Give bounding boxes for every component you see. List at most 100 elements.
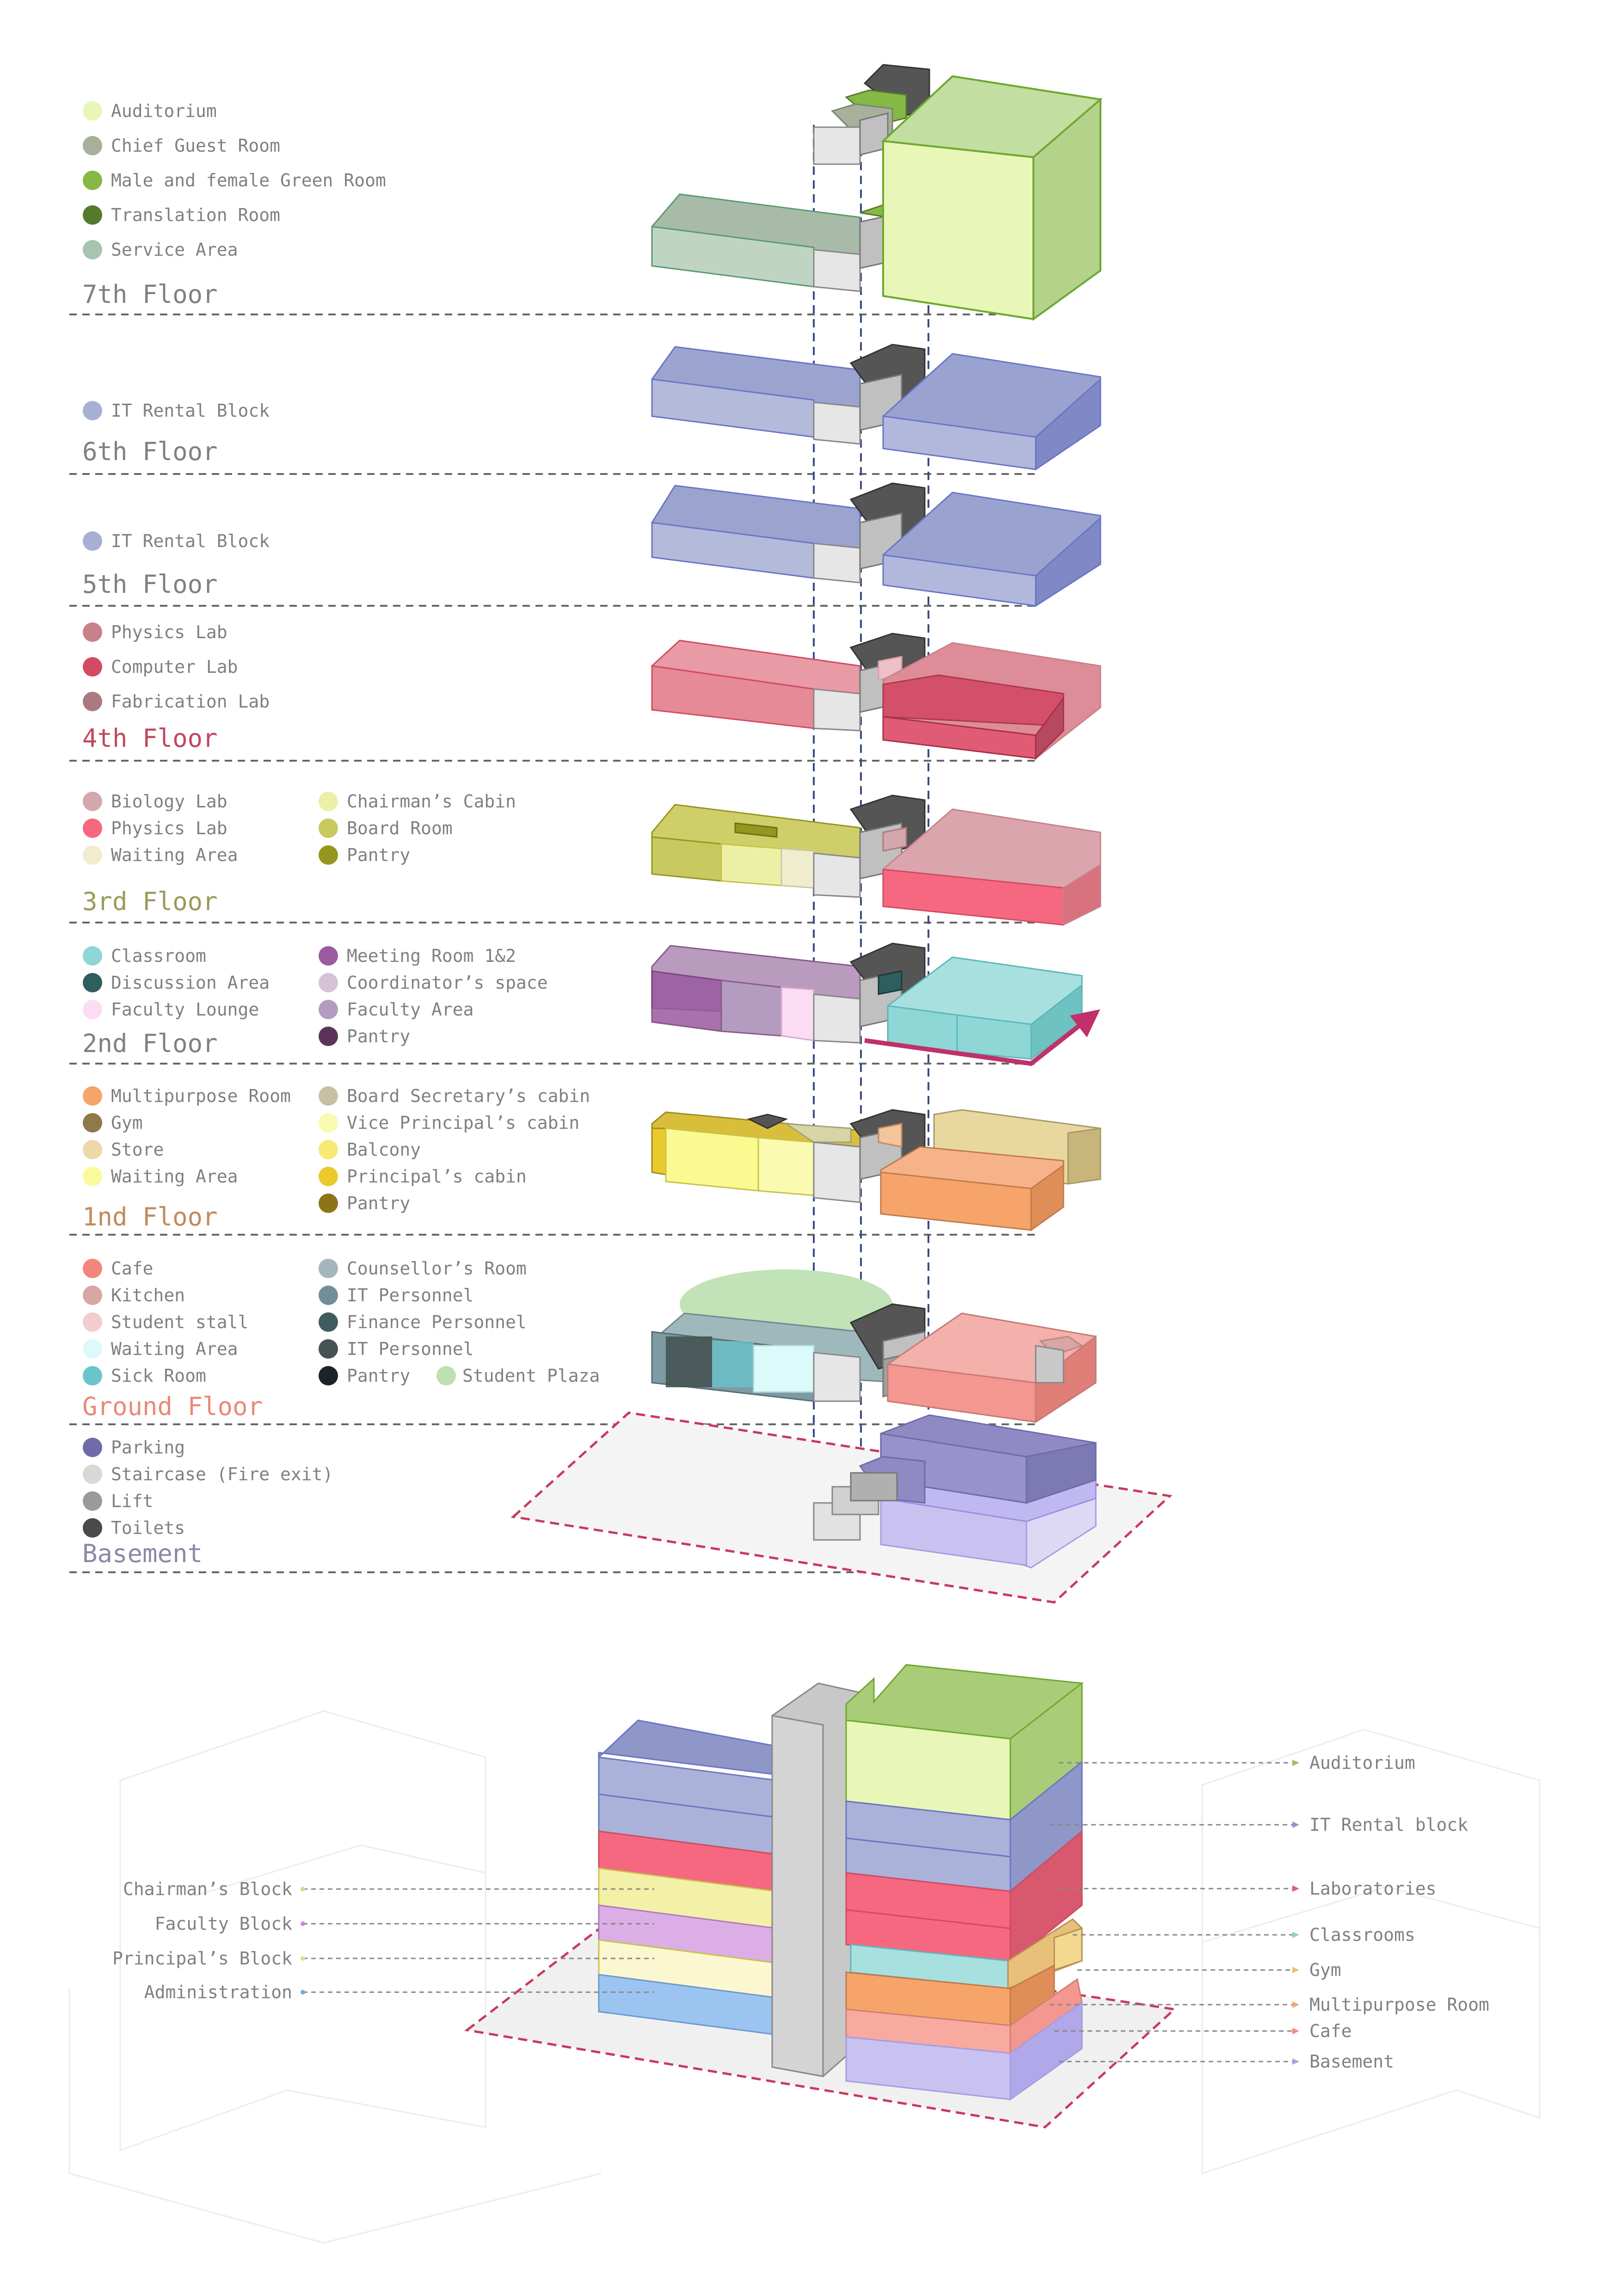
legend-swatch (319, 973, 338, 992)
legend-label: Toilets (111, 1518, 185, 1538)
legend-swatch (83, 1339, 102, 1359)
legend-swatch (83, 205, 102, 225)
floor-title: Ground Floor (82, 1392, 263, 1421)
callout-label: Chairman’s Block (123, 1879, 292, 1899)
legend-label: Store (111, 1139, 164, 1160)
legend-swatch (319, 946, 338, 966)
legend-label: Student Plaza (462, 1366, 600, 1386)
legend-label: Pantry (347, 845, 410, 865)
callout-right: Multipurpose Room (1050, 1994, 1489, 2015)
callout-label: Gym (1309, 1960, 1341, 1980)
callout-label: Multipurpose Room (1309, 1994, 1489, 2015)
legend-second: Classroom Discussion Area Faculty Lounge Me… (82, 946, 548, 1058)
first-floor-volumes (651, 1109, 1101, 1231)
legend-label: Counsellor’s Room (347, 1258, 527, 1279)
legend-label: Fabrication Lab (111, 691, 270, 712)
legend-label: Pantry (347, 1366, 410, 1386)
legend-swatch (83, 1167, 102, 1186)
legend-label: Faculty Lounge (111, 999, 259, 1020)
fourth-floor-volumes (651, 633, 1101, 760)
legend-label: Discussion Area (111, 973, 270, 993)
floor-separator-lines (69, 314, 1077, 1573)
callout-label: Laboratories (1309, 1878, 1437, 1899)
legend-swatch (83, 1259, 102, 1278)
legend-swatch (319, 1312, 338, 1332)
legend-swatch (319, 1259, 338, 1278)
legend-label: Gym (111, 1113, 143, 1133)
legend-label: Biology Lab (111, 791, 227, 812)
legend-swatch (83, 1000, 102, 1019)
legend-label: Staircase (Fire exit) (111, 1464, 333, 1484)
legend-label: Physics Lab (111, 818, 227, 838)
legend-label: Student stall (111, 1312, 248, 1332)
legend-first: Multipurpose Room Gym Store Waiting Area Boa… (82, 1086, 590, 1231)
callout-label: Administration (144, 1982, 292, 2002)
legend-swatch (83, 171, 102, 190)
callout-right: Classrooms (1073, 1925, 1415, 1945)
floor-title: 1nd Floor (82, 1202, 218, 1231)
floor-title: 4th Floor (82, 724, 218, 753)
legend-swatch (83, 136, 102, 155)
legend-swatch (83, 946, 102, 966)
context-buildings (68, 1710, 1541, 2244)
callout-right: Gym (1077, 1960, 1341, 1980)
legend-label: Pantry (347, 1193, 410, 1213)
legend-label: IT Personnel (347, 1285, 474, 1305)
callout-label: Auditorium (1309, 1753, 1415, 1773)
basement-volumes (510, 1411, 1173, 1604)
legend-swatch (83, 1113, 102, 1133)
legend-swatch (83, 1140, 102, 1159)
legend-swatch (319, 1113, 338, 1133)
legend-label: Auditorium (111, 101, 217, 121)
legend-swatch (319, 1086, 338, 1106)
callout-left: Principal’s Block (112, 1948, 654, 1969)
legend-swatch (83, 101, 102, 121)
legend-label: Faculty Area (347, 999, 474, 1020)
legend-label: Service Area (111, 240, 238, 260)
legend-label: Finance Personnel (347, 1312, 527, 1332)
legend-label: Pantry (347, 1026, 410, 1046)
floor-title: 2nd Floor (82, 1029, 218, 1058)
legend-swatch (83, 401, 102, 420)
legend-swatch (83, 657, 102, 677)
callout-left: Chairman’s Block (123, 1879, 654, 1899)
legend-swatch (83, 792, 102, 811)
legend-swatch (83, 622, 102, 642)
legend-swatch (319, 1167, 338, 1186)
legend-label: Waiting Area (111, 1166, 238, 1187)
legend-label: Sick Room (111, 1366, 206, 1386)
legend-swatch (83, 819, 102, 838)
callout-right: Basement (1059, 2051, 1394, 2072)
callout-label: Principal’s Block (112, 1948, 292, 1969)
legend-label: Vice Principal’s cabin (347, 1113, 579, 1133)
legend-basement: Parking Staircase (Fire exit) Lift ToiletsB… (82, 1437, 333, 1568)
fifth-floor-volumes (651, 482, 1101, 607)
legend-label: Board Room (347, 818, 453, 838)
legend-label: Parking (111, 1437, 185, 1458)
floor-title: Basement (82, 1539, 203, 1568)
legend-label: Translation Room (111, 205, 280, 225)
callout-right: Cafe (1054, 2021, 1352, 2041)
callout-label: Basement (1309, 2051, 1394, 2072)
third-floor-volumes (651, 794, 1101, 926)
floor-title: 7th Floor (82, 280, 218, 309)
callout-label: IT Rental block (1309, 1815, 1468, 1835)
legend-swatch (83, 1491, 102, 1511)
legend-label: Chairman’s Cabin (347, 791, 516, 812)
sixth-floor-volumes (651, 344, 1101, 471)
legend-sixth: IT Rental Block 6th Floor (82, 400, 270, 466)
floor-legends: Auditorium Chief Guest Room Male and femal… (82, 101, 600, 1568)
legend-swatch (436, 1366, 456, 1385)
legend-label: Kitchen (111, 1285, 185, 1305)
callout-label: Classrooms (1309, 1925, 1415, 1945)
legend-label: Classroom (111, 946, 206, 966)
legend-ground: Cafe Kitchen Student stall Waiting Area Sick… (82, 1258, 600, 1421)
legend-label: Physics Lab (111, 622, 227, 642)
legend-label: Board Secretary’s cabin (347, 1086, 590, 1106)
callout-left: Administration (144, 1982, 654, 2002)
legend-swatch (319, 1140, 338, 1159)
legend-fourth: Physics Lab Computer Lab Fabrication Lab 4t… (82, 622, 270, 753)
legend-swatch (319, 792, 338, 811)
legend-label: IT Rental Block (111, 531, 270, 551)
